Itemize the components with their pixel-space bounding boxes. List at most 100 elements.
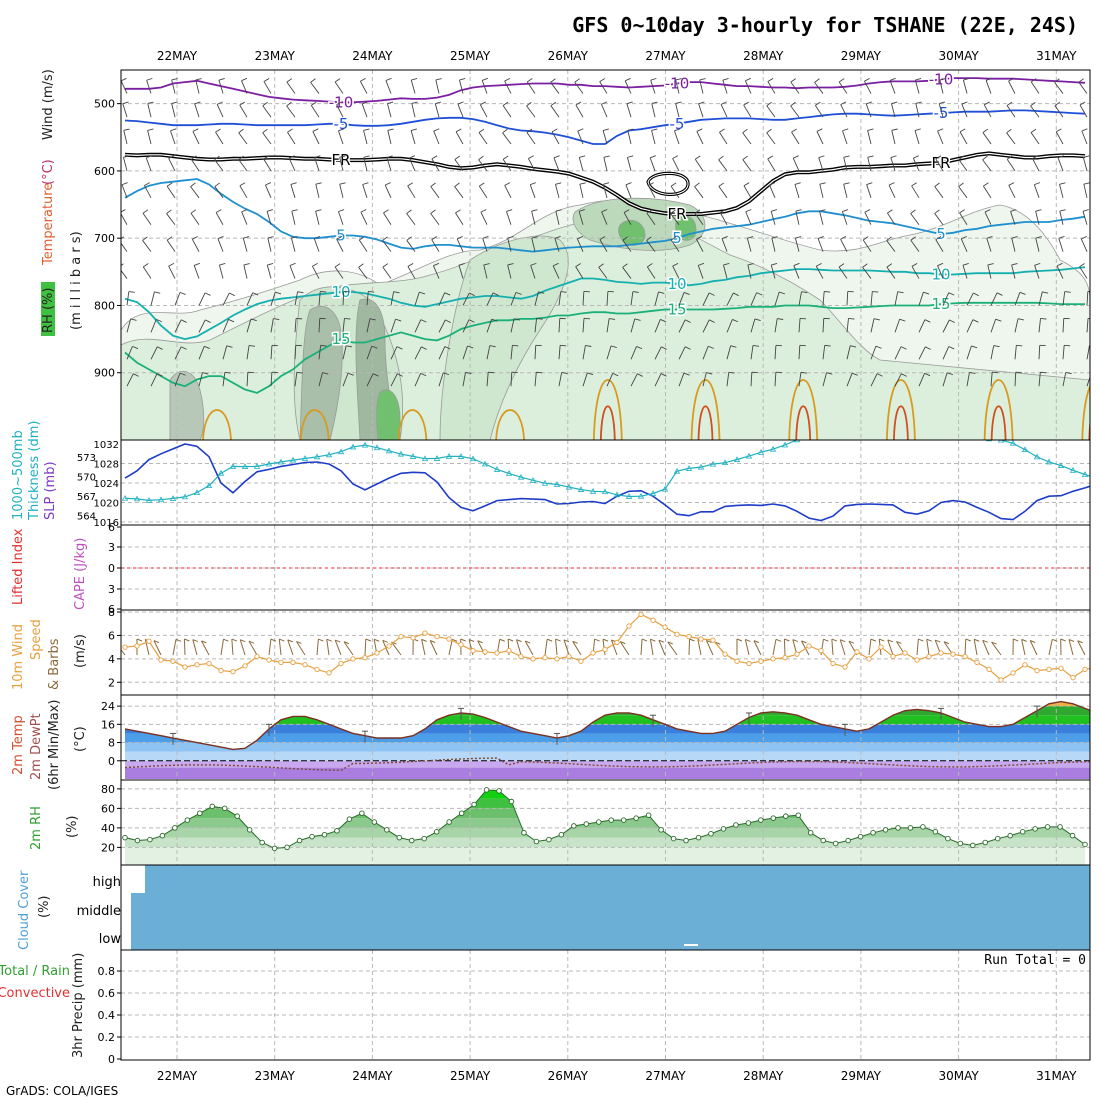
wind10m-barb-flag [1052, 638, 1058, 642]
wind-barb [290, 182, 297, 198]
date-label-top: 23MAY [255, 49, 296, 63]
thickness-point [325, 451, 333, 458]
barb-flag [658, 291, 665, 294]
barb-flag [290, 182, 297, 185]
barb-flag [915, 101, 922, 104]
barb-staff [990, 372, 993, 387]
temp-contour--5 [124, 109, 1086, 145]
thickness-point [1057, 462, 1065, 468]
wind10m-barb [831, 639, 834, 656]
barb-staff [294, 345, 297, 360]
barb-flag [443, 372, 450, 376]
barb-flag [267, 263, 274, 266]
barb-staff [576, 238, 584, 252]
temp-band [125, 701, 1090, 707]
barb-flag [483, 263, 490, 266]
barb-flag [192, 128, 199, 132]
wind-barb [726, 371, 735, 387]
barb-staff [1057, 157, 1064, 172]
wind10m-label-2: Speed [29, 619, 44, 660]
barb-flag [393, 291, 400, 294]
barb-flag [1016, 344, 1023, 347]
barb-flag [538, 291, 545, 294]
wind-barb [745, 209, 752, 225]
wind10m-barb [555, 639, 558, 656]
barb-flag [634, 318, 641, 321]
thickness-point [229, 463, 237, 469]
barb-flag [190, 209, 197, 214]
barb-flag [698, 262, 705, 266]
barb-flag [363, 128, 370, 131]
barb-flag [1059, 182, 1066, 185]
pressure-tick: 900 [94, 367, 115, 380]
barb-staff [315, 211, 320, 225]
barb-flag [1035, 209, 1042, 212]
barb-staff [606, 345, 612, 360]
barb-staff [866, 184, 872, 198]
barb-flag [766, 101, 772, 107]
wind-barb [910, 236, 920, 252]
barb-flag [1082, 209, 1089, 212]
barb-staff [742, 132, 752, 145]
wind10m-barb-flag [753, 640, 760, 644]
lifted-index-label: Lifted Index [11, 528, 26, 605]
barb-staff [431, 158, 440, 172]
barb-flag [961, 101, 968, 105]
rh-point [184, 817, 191, 823]
wind-barb [942, 292, 955, 306]
barb-staff [555, 184, 560, 198]
barb-flag [430, 209, 436, 214]
rh-line [122, 787, 1088, 852]
barb-staff [696, 239, 704, 252]
wind-barb [838, 78, 848, 94]
wind-barb [1006, 101, 1016, 118]
barb-staff [531, 211, 536, 225]
barb-flag [410, 128, 417, 131]
thickness-point [745, 452, 753, 459]
barb-staff [555, 210, 560, 225]
wind10m-barb-flag [715, 641, 721, 645]
wind10m-barb-flag [870, 638, 877, 642]
wind10m-barb-flag [343, 641, 350, 645]
barb-staff [694, 158, 704, 172]
barb-staff [438, 292, 446, 306]
barb-staff [390, 346, 398, 360]
rh-point [620, 817, 627, 823]
thickness-point [1009, 440, 1017, 446]
thickness-point [301, 455, 309, 461]
wind-barb [121, 182, 128, 198]
wind10m-barb-flag [452, 638, 458, 642]
barb-flag [513, 318, 521, 321]
barb-staff [390, 291, 395, 306]
barb-flag [507, 263, 514, 266]
barb-flag [602, 128, 610, 131]
barb-flag [433, 262, 440, 267]
barb-flag [531, 209, 538, 212]
barb-flag [217, 235, 224, 240]
wind-barb [246, 344, 256, 360]
barb-staff [894, 346, 902, 360]
wind10m-barb [278, 639, 282, 656]
wind10m-point [146, 638, 152, 644]
wind-barb [822, 291, 831, 306]
barb-staff [314, 157, 320, 172]
contour-label: FR [931, 154, 950, 172]
barb-staff [294, 372, 298, 387]
barb-staff [769, 184, 776, 198]
barb-flag [457, 101, 464, 105]
wind-barb [171, 78, 178, 94]
wind10m-point [890, 653, 896, 660]
wind-barb [864, 209, 872, 225]
barb-staff [719, 131, 728, 145]
barb-flag [733, 292, 739, 297]
wind-barb [526, 78, 536, 94]
wind-grid [121, 610, 1090, 695]
barb-flag [502, 128, 508, 134]
barb-staff [552, 265, 560, 279]
barb-staff [840, 104, 848, 118]
wind-barb [1038, 317, 1047, 333]
barb-staff [318, 345, 322, 360]
wind10m-barb [619, 641, 630, 656]
rh-band [125, 798, 1085, 809]
